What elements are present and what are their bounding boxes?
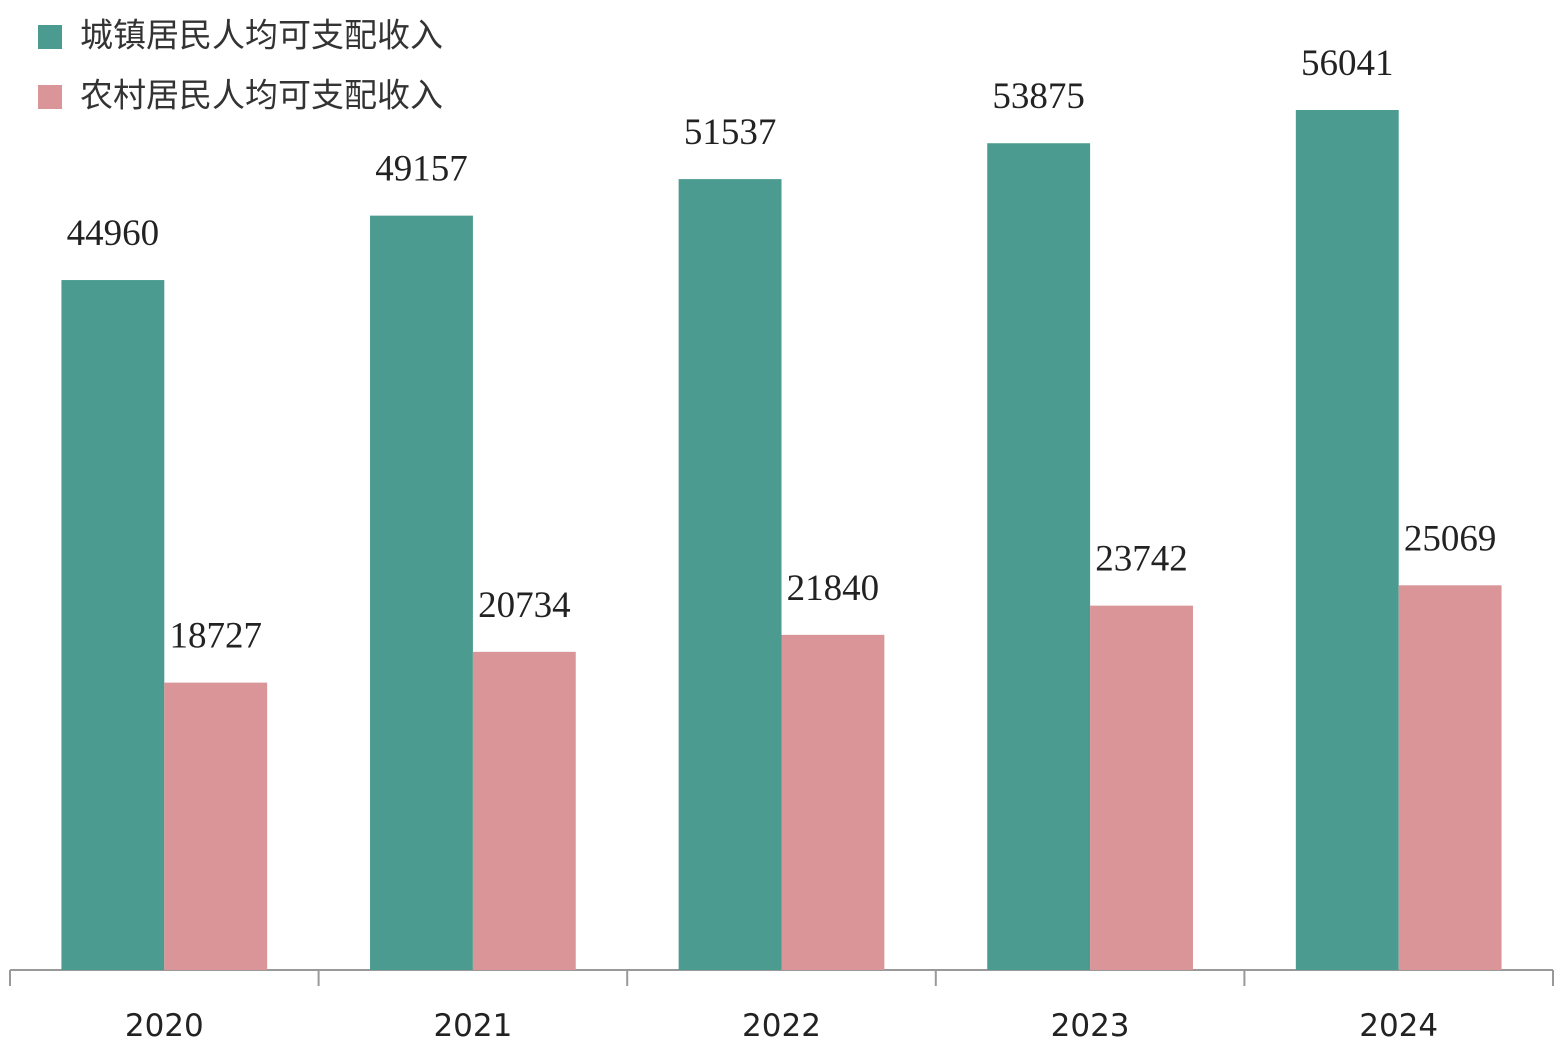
value-label: 25069 [1404,518,1497,559]
bar [678,179,782,970]
value-label: 21840 [787,568,880,609]
bar [1295,110,1399,970]
bar [1090,605,1193,970]
x-tick-label: 2023 [1051,1008,1130,1044]
value-label: 18727 [169,616,262,657]
x-tick-label: 2021 [433,1008,512,1044]
bar [472,651,576,970]
x-tick-label: 2022 [742,1008,821,1044]
legend-swatch [38,25,62,49]
value-label: 51537 [684,112,777,153]
value-label: 23742 [1095,539,1188,580]
legend-label: 农村居民人均可支配收入 [80,76,443,115]
legend-swatch [38,85,62,109]
value-label: 56041 [1301,43,1394,84]
x-tick-label: 2024 [1359,1008,1438,1044]
bar [1398,585,1502,970]
value-label: 20734 [478,585,571,626]
legend-label: 城镇居民人均可支配收入 [80,16,443,55]
value-label: 44960 [67,213,160,254]
bar [370,215,473,970]
bar [987,143,1091,970]
value-label: 49157 [375,149,468,190]
x-tick-label: 2020 [125,1008,204,1044]
bar [61,280,165,971]
value-label: 53875 [992,76,1085,117]
bar [781,634,885,970]
bar [164,682,268,970]
